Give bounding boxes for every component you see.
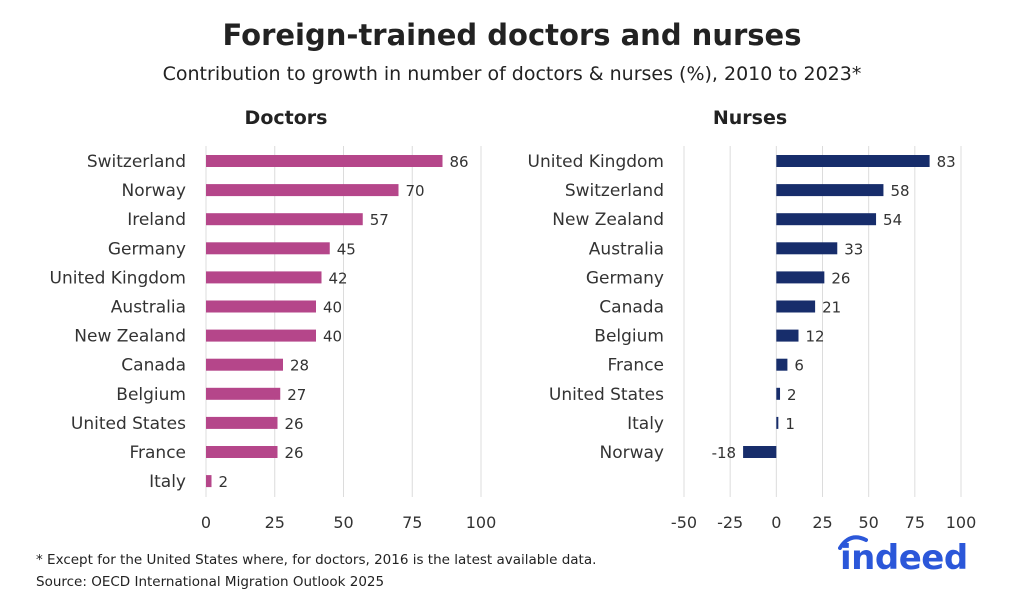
doctors-value-label: 2 [219,473,229,491]
doctors-bar [206,155,443,167]
doctors-category-label: Belgium [116,385,186,405]
doctors-category-label: Norway [122,181,187,201]
nurses-x-tick-label: 0 [771,513,781,532]
nurses-value-label: 2 [787,386,797,404]
nurses-x-tick-label: -50 [671,513,697,532]
doctors-bar [206,213,363,226]
doctors-bar [206,416,278,429]
nurses-category-label: Germany [586,268,664,288]
doctors-bar [206,242,330,255]
doctors-value-label: 70 [406,182,425,200]
doctors-category-label: United States [71,414,186,434]
nurses-bar [776,271,825,284]
nurses-bar [776,300,816,313]
nurses-value-label: 26 [831,269,850,287]
doctors-value-label: 26 [285,444,304,462]
nurses-value-label: -18 [712,444,737,462]
nurses-category-label: Norway [600,443,665,463]
doctors-value-label: 26 [285,415,304,433]
doctors-category-label: Ireland [127,210,186,230]
nurses-value-label: 21 [822,299,841,317]
nurses-category-label: Switzerland [565,181,664,201]
doctors-value-label: 57 [370,211,389,229]
nurses-bar [776,387,781,400]
nurses-value-label: 54 [883,211,902,229]
nurses-category-label: United States [549,385,664,405]
nurses-bar [776,358,788,371]
nurses-category-label: New Zealand [552,210,664,230]
nurses-category-label: France [607,356,664,376]
nurses-x-tick-label: 100 [946,513,977,532]
doctors-bar [206,300,316,313]
doctors-bar [206,184,399,197]
nurses-bar [776,329,799,342]
doctors-bar [206,475,212,488]
doctors-category-label: France [129,443,186,463]
doctors-bar [206,358,283,371]
nurses-x-tick-label: 25 [812,513,832,532]
doctors-x-tick-label: 75 [402,513,422,532]
nurses-bar [776,213,877,226]
doctors-x-tick-label: 50 [333,513,353,532]
doctors-category-label: Australia [111,298,186,318]
source-note: Source: OECD International Migration Out… [36,574,385,590]
doctors-value-label: 40 [323,299,342,317]
nurses-value-label: 1 [785,415,795,433]
doctors-category-label: United Kingdom [50,268,186,288]
doctors-bar [206,446,278,458]
doctors-value-label: 45 [337,240,356,258]
nurses-x-tick-label: -25 [717,513,743,532]
nurses-value-label: 33 [844,240,863,258]
footnote: * Except for the United States where, fo… [36,552,597,568]
chart-title: Foreign-trained doctors and nurses [222,18,802,52]
nurses-bar [776,242,838,255]
doctors-category-label: Canada [121,356,186,376]
doctors-x-tick-label: 25 [265,513,285,532]
nurses-x-tick-label: 50 [858,513,878,532]
doctors-bar [206,387,281,400]
doctors-x-tick-label: 100 [466,513,497,532]
nurses-bar [776,155,930,167]
doctors-category-label: Germany [108,239,186,259]
nurses-value-label: 58 [890,182,909,200]
logo-arc-icon [838,535,868,550]
doctors-value-label: 42 [329,269,348,287]
nurses-value-label: 6 [794,357,804,375]
doctors-value-label: 86 [450,153,469,171]
doctors-value-label: 28 [290,357,309,375]
nurses-value-label: 83 [937,153,956,171]
doctors-category-label: New Zealand [74,327,186,347]
nurses-bar [776,184,884,197]
doctors-category-label: Italy [149,472,186,492]
nurses-panel-title: Nurses [713,107,787,129]
nurses-category-label: Belgium [594,327,664,347]
doctors-panel-title: Doctors [245,107,328,129]
nurses-bar [776,416,779,429]
nurses-x-tick-label: 75 [905,513,925,532]
nurses-category-label: United Kingdom [528,152,664,172]
doctors-category-label: Switzerland [87,152,186,172]
nurses-category-label: Australia [589,239,664,259]
nurses-bar [743,446,777,458]
doctors-bar [206,329,316,342]
indeed-logo: indeed [840,538,968,578]
nurses-category-label: Canada [599,298,664,318]
chart-subtitle: Contribution to growth in number of doct… [162,63,862,85]
doctors-bar [206,271,322,284]
doctors-x-tick-label: 0 [201,513,211,532]
doctors-value-label: 40 [323,328,342,346]
doctors-value-label: 27 [287,386,306,404]
nurses-category-label: Italy [627,414,664,434]
nurses-value-label: 12 [805,328,824,346]
